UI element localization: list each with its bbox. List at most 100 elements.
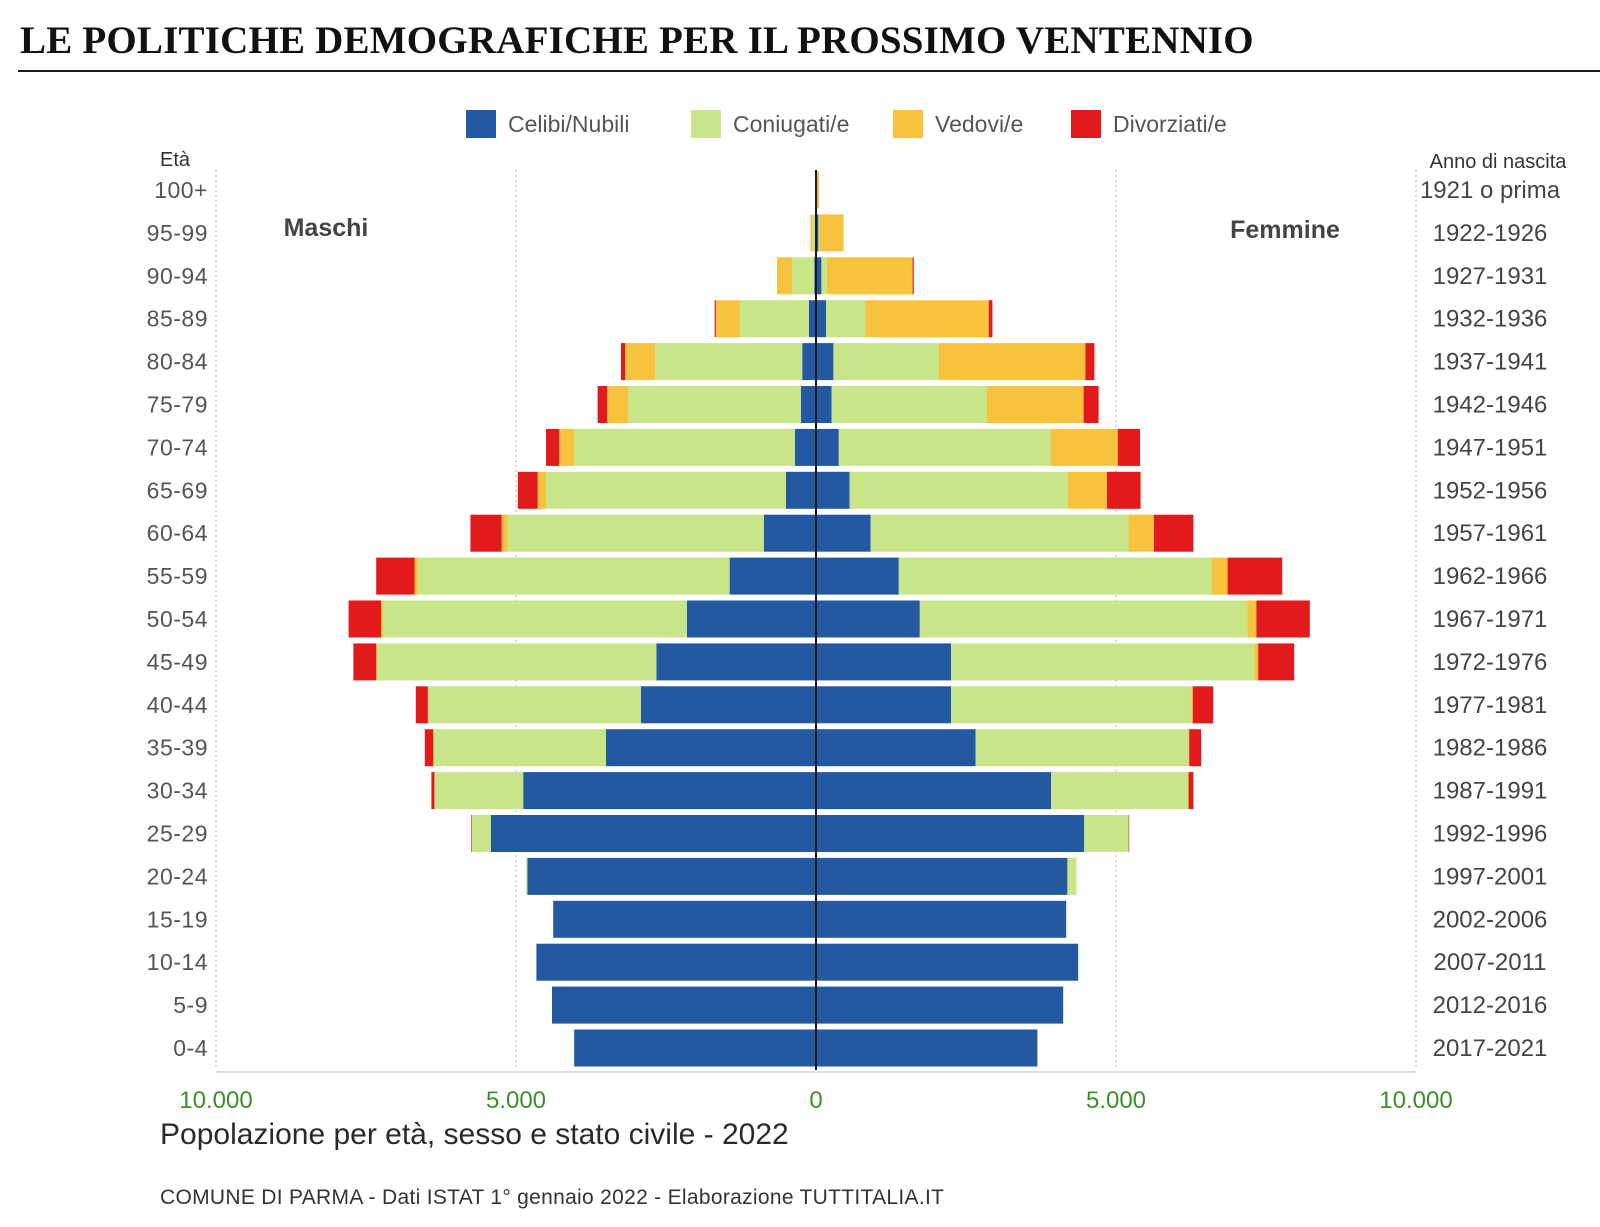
- bar-female-85-89-celibinubili: [816, 300, 827, 338]
- age-group-label: 85-89: [147, 306, 208, 332]
- labels-layer: 10.000 5.000 0 5.000 10.000 100+ 1921 o prima 9…: [147, 177, 1561, 1110]
- bar-male-40-44-vedovie: [427, 686, 429, 724]
- birth-year-label: 2012-2016: [1433, 992, 1548, 1019]
- bar-female-75-79-vedovie: [987, 386, 1084, 423]
- bar-male-10-14-celibinubili: [536, 943, 816, 981]
- bar-female-65-69-divorziatie: [1107, 471, 1141, 509]
- birth-year-label: 1921 o prima: [1420, 177, 1561, 204]
- bar-female-90-94-celibinubili: [816, 257, 822, 295]
- x-tick-label: 5.000: [1086, 1087, 1146, 1110]
- bar-female-70-74-divorziatie: [1117, 428, 1140, 466]
- bar-female-95-99-coniugatie: [818, 214, 820, 252]
- bar-male-60-64-vedovie: [501, 514, 508, 552]
- bar-female-90-94-coniugatie: [821, 257, 827, 295]
- bar-female-5-9-celibinubili: [816, 986, 1064, 1024]
- x-tick-label: 5.000: [486, 1087, 546, 1110]
- bar-female-60-64-vedovie: [1128, 514, 1154, 552]
- bar-male-30-34-coniugatie: [434, 772, 524, 810]
- birth-year-label: 2002-2006: [1433, 906, 1548, 933]
- age-group-label: 35-39: [147, 735, 208, 761]
- bar-male-35-39-vedovie: [433, 729, 434, 767]
- bar-female-15-19-celibinubili: [816, 900, 1067, 938]
- bar-male-45-49-divorziatie: [353, 643, 377, 681]
- bar-male-20-24-celibinubili: [527, 857, 816, 895]
- bar-female-45-49-vedovie: [1254, 643, 1259, 681]
- bar-male-85-89-vedovie: [715, 300, 740, 338]
- bar-male-60-64-coniugatie: [507, 514, 764, 552]
- x-tick-label: 10.000: [179, 1087, 252, 1110]
- bar-female-75-79-divorziatie: [1083, 386, 1099, 423]
- bar-female-95-99-vedovie: [819, 214, 844, 252]
- bar-female-50-54-celibinubili: [816, 600, 920, 638]
- age-group-label: 0-4: [173, 1035, 208, 1061]
- age-group-label: 10-14: [147, 949, 208, 975]
- page-headline: LE POLITICHE DEMOGRAFICHE PER IL PROSSIM…: [20, 19, 1254, 62]
- bar-female-55-59-divorziatie: [1227, 557, 1283, 595]
- bar-male-40-44-celibinubili: [640, 686, 816, 724]
- bar-female-75-79-coniugatie: [831, 386, 987, 423]
- chart-subtitle: Popolazione per età, sesso e stato civil…: [160, 1118, 789, 1151]
- bar-female-20-24-celibinubili: [816, 857, 1068, 895]
- age-group-label: 60-64: [147, 520, 208, 546]
- age-group-label: 75-79: [147, 392, 208, 418]
- legend: Celibi/Nubili Coniugati/e Vedovi/e Divorzia…: [466, 110, 1227, 138]
- age-axis-title: Età: [160, 149, 191, 171]
- age-group-label: 15-19: [147, 906, 208, 932]
- bar-male-75-79-vedovie: [607, 386, 629, 423]
- age-group-label: 5-9: [173, 992, 208, 1018]
- bar-male-65-69-vedovie: [537, 471, 546, 509]
- age-group-label: 100+: [154, 177, 208, 203]
- bar-female-45-49-divorziatie: [1258, 643, 1295, 681]
- birth-year-label: 1937-1941: [1433, 349, 1548, 376]
- birth-year-label: 1987-1991: [1433, 778, 1548, 805]
- age-group-label: 20-24: [147, 863, 208, 889]
- bar-male-80-84-divorziatie: [621, 343, 626, 381]
- birth-year-axis-title: Anno di nascita: [1430, 151, 1568, 173]
- bar-female-80-84-divorziatie: [1085, 343, 1095, 381]
- bar-male-15-19-celibinubili: [553, 900, 816, 938]
- birth-year-label: 1922-1926: [1433, 220, 1548, 247]
- age-group-label: 95-99: [147, 220, 208, 246]
- bar-female-25-29-divorziatie: [1128, 815, 1130, 852]
- bar-male-35-39-celibinubili: [606, 729, 816, 767]
- bar-female-40-44-divorziatie: [1192, 686, 1214, 724]
- legend-swatch: [466, 110, 496, 138]
- age-group-label: 45-49: [147, 649, 208, 675]
- population-pyramid-chart: Celibi/Nubili Coniugati/e Vedovi/e Divorzia…: [147, 110, 1568, 1110]
- bar-female-40-44-celibinubili: [816, 686, 951, 724]
- bar-male-75-79-coniugatie: [628, 386, 801, 423]
- bar-female-70-74-vedovie: [1050, 428, 1118, 466]
- bar-female-75-79-celibinubili: [816, 386, 832, 423]
- bar-female-95-99-celibinubili: [816, 214, 819, 252]
- bar-male-80-84-celibinubili: [802, 343, 816, 381]
- bar-female-40-44-vedovie: [1191, 686, 1193, 724]
- bar-male-90-94-vedovie: [777, 257, 792, 295]
- bar-female-50-54-coniugatie: [919, 600, 1248, 638]
- bar-male-70-74-divorziatie: [546, 428, 560, 466]
- bar-female-50-54-divorziatie: [1256, 600, 1310, 638]
- birth-year-label: 1972-1976: [1433, 649, 1548, 676]
- legend-label: Divorziati/e: [1113, 111, 1227, 137]
- bar-male-25-29-celibinubili: [490, 815, 816, 852]
- birth-year-label: 1942-1946: [1433, 392, 1548, 419]
- bar-female-55-59-coniugatie: [898, 557, 1212, 595]
- birth-year-label: 1992-1996: [1433, 821, 1548, 848]
- males-side-label: Maschi: [284, 214, 369, 242]
- age-group-label: 70-74: [147, 434, 208, 460]
- bar-female-60-64-celibinubili: [816, 514, 871, 552]
- bars-layer: [348, 171, 1310, 1067]
- bar-male-45-49-vedovie: [376, 643, 378, 681]
- bar-male-70-74-celibinubili: [795, 428, 816, 466]
- bar-female-65-69-vedovie: [1068, 471, 1107, 509]
- bar-male-95-99-coniugatie: [812, 214, 815, 252]
- bar-female-60-64-coniugatie: [870, 514, 1129, 552]
- bar-female-65-69-coniugatie: [849, 471, 1068, 509]
- bar-male-25-29-divorziatie: [471, 815, 472, 852]
- bar-male-35-39-coniugatie: [433, 729, 606, 767]
- bar-male-55-59-vedovie: [414, 557, 418, 595]
- bar-male-45-49-coniugatie: [377, 643, 657, 681]
- bar-male-75-79-divorziatie: [597, 386, 608, 423]
- bar-female-25-29-coniugatie: [1084, 815, 1129, 852]
- bar-male-20-24-coniugatie: [526, 857, 528, 895]
- bar-female-35-39-celibinubili: [816, 729, 976, 767]
